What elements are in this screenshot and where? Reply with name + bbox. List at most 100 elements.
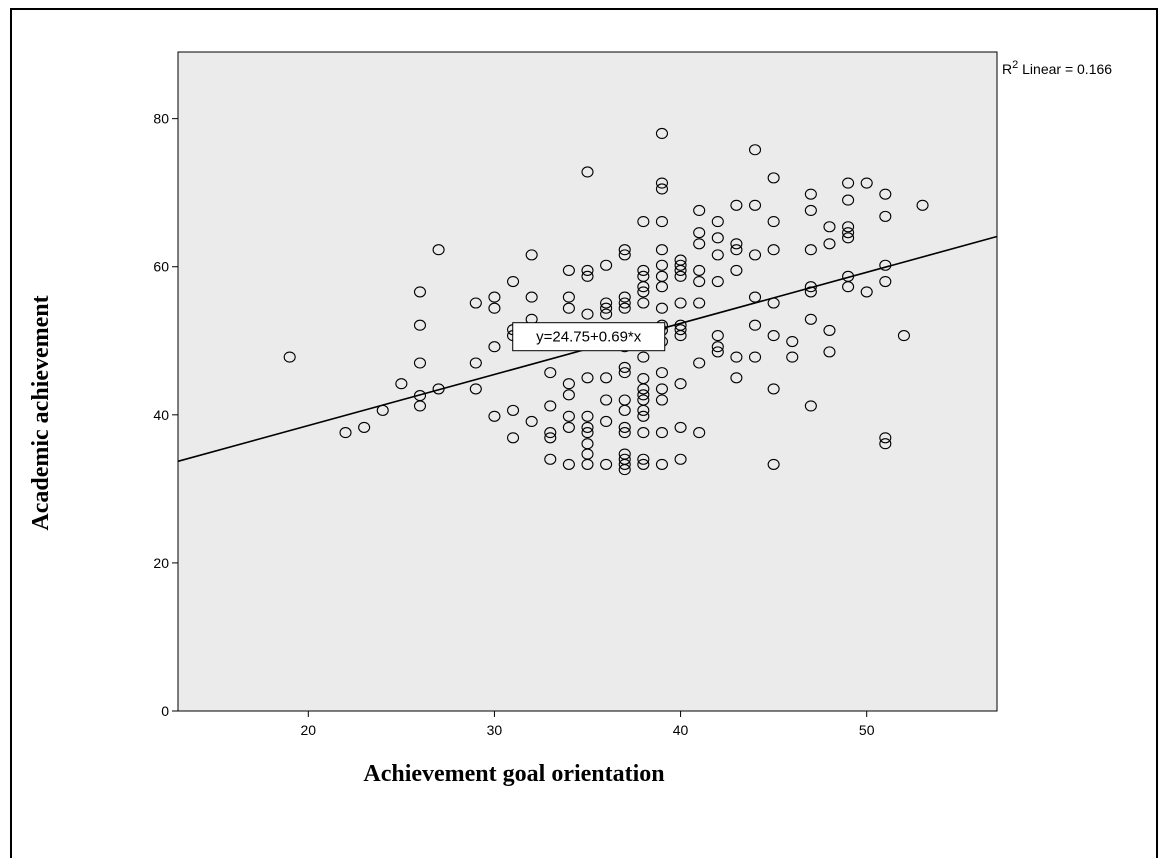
data-point — [506, 275, 520, 288]
data-point — [581, 166, 594, 178]
data-point — [655, 244, 669, 256]
data-point — [655, 127, 669, 139]
data-point — [693, 227, 706, 239]
x-tick-label: 20 — [301, 722, 317, 738]
data-point — [618, 404, 631, 416]
data-point — [730, 372, 743, 384]
data-point — [674, 330, 687, 342]
data-point — [748, 351, 762, 363]
data-point — [544, 453, 557, 465]
points-layer — [283, 127, 929, 476]
data-point — [916, 199, 929, 211]
data-point — [600, 415, 613, 428]
data-point — [655, 394, 669, 406]
data-point — [693, 275, 706, 288]
data-point — [804, 313, 817, 325]
data-point — [674, 259, 687, 271]
data-point — [600, 302, 613, 314]
data-point — [730, 238, 743, 250]
y-tick-label: 40 — [153, 407, 169, 423]
r2-label: R2 Linear = 0.166 — [1002, 59, 1112, 77]
data-point — [767, 383, 780, 395]
data-point — [637, 458, 650, 470]
data-point — [618, 244, 631, 256]
data-point — [823, 238, 836, 250]
data-point — [339, 427, 352, 439]
data-point — [711, 249, 724, 261]
data-point — [637, 383, 650, 395]
data-point — [544, 427, 557, 439]
fit-equation-box — [512, 322, 666, 352]
data-point — [506, 432, 520, 444]
x-tick-label: 30 — [487, 722, 503, 738]
data-point — [655, 367, 669, 379]
data-point — [655, 183, 669, 195]
data-point — [748, 144, 762, 156]
data-point — [395, 378, 408, 390]
data-point — [581, 270, 594, 282]
data-point — [618, 458, 631, 470]
data-point — [618, 249, 631, 261]
data-point — [767, 172, 780, 184]
data-point — [637, 297, 650, 309]
data-point — [637, 264, 650, 276]
data-point — [786, 335, 799, 348]
data-point — [730, 199, 743, 211]
data-point — [693, 357, 706, 369]
data-point — [637, 281, 650, 293]
x-axis-ticks: 20 30 40 50 — [301, 711, 875, 738]
data-point — [674, 378, 687, 390]
data-point — [600, 372, 613, 384]
data-point — [730, 351, 743, 363]
data-point — [525, 415, 538, 428]
data-point — [618, 302, 631, 314]
data-point — [600, 297, 613, 309]
data-point — [711, 275, 724, 288]
data-point — [767, 458, 780, 470]
data-point — [860, 286, 873, 298]
data-point — [842, 232, 855, 244]
data-point — [748, 291, 762, 303]
data-point — [525, 249, 538, 261]
data-point — [637, 404, 650, 416]
data-point — [674, 270, 687, 282]
data-point — [581, 458, 594, 470]
data-point — [693, 204, 706, 217]
data-point — [823, 346, 836, 358]
data-point — [618, 427, 631, 439]
data-point — [413, 286, 427, 298]
figure-frame — [10, 8, 1158, 858]
x-tick-label: 40 — [673, 722, 689, 738]
data-point — [358, 421, 371, 433]
data-point — [730, 264, 743, 276]
data-point — [655, 216, 669, 228]
data-point — [748, 199, 762, 211]
data-point — [469, 383, 482, 395]
data-point — [711, 330, 724, 342]
data-point — [842, 194, 855, 206]
data-point — [693, 264, 706, 276]
data-point — [655, 259, 669, 271]
data-point — [637, 427, 650, 439]
data-point — [879, 210, 892, 222]
data-point — [488, 410, 501, 422]
x-tick-label: 50 — [859, 722, 875, 738]
data-point — [804, 244, 817, 256]
y-tick-label: 0 — [161, 703, 169, 719]
data-point — [655, 458, 669, 470]
data-point — [897, 330, 910, 342]
data-point — [562, 291, 575, 303]
data-point — [562, 410, 575, 422]
y-tick-label: 80 — [153, 111, 169, 127]
data-point — [655, 177, 669, 189]
data-point — [581, 264, 594, 276]
data-point — [581, 308, 594, 320]
data-point — [562, 264, 575, 276]
data-point — [748, 249, 762, 261]
data-point — [544, 432, 557, 444]
data-point — [711, 232, 724, 244]
data-point — [581, 427, 594, 439]
data-point — [562, 421, 575, 433]
data-point — [693, 297, 706, 309]
